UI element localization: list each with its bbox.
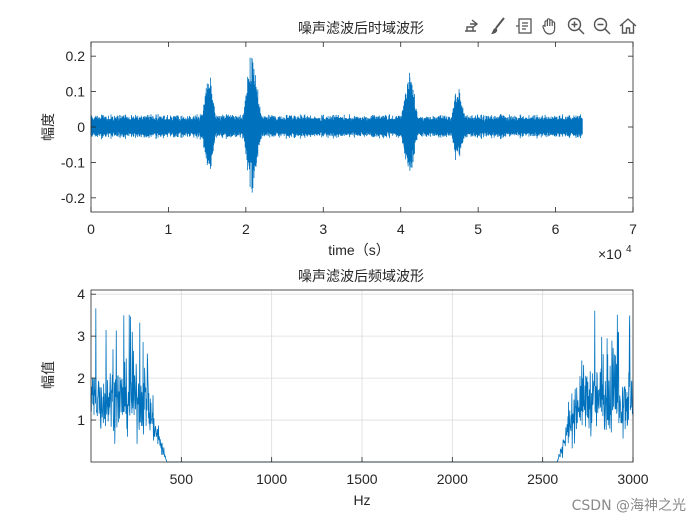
freq-plot-ylabel: 幅值: [41, 361, 57, 389]
x-tick-label: 6: [552, 221, 560, 237]
time-plot-title: 噪声滤波后时域波形: [298, 21, 424, 37]
freq-plot-title: 噪声滤波后频域波形: [298, 269, 424, 285]
time-plot-xlabel: time（s）: [328, 242, 389, 258]
zoom-out-button[interactable]: [590, 14, 614, 38]
datatip-button[interactable]: [512, 14, 536, 38]
frequency-domain-plot: 噪声滤波后频域波形 500 1000 1500 2000 2500 3000 1 2 3 4 幅值…: [41, 269, 649, 508]
time-domain-plot: 噪声滤波后时域波形 0 1 2 3 4 5 6 7 -0.2 -0.1 0 0.1 0.2 幅度 tim…: [41, 21, 637, 262]
y-tick-label: -0.2: [61, 190, 85, 206]
x-tick-label: 1000: [256, 471, 287, 487]
zoom-in-icon: [567, 17, 585, 35]
x-tick-label: 0: [87, 221, 95, 237]
home-button[interactable]: [616, 14, 640, 38]
x-tick-label: 3000: [617, 471, 648, 487]
x-tick-label: 4: [397, 221, 405, 237]
x-tick-label: 2000: [437, 471, 468, 487]
y-tick-label: 0: [77, 119, 85, 135]
x-exponent-label: ×10: [598, 246, 622, 262]
x-exponent-power: 4: [626, 244, 632, 255]
x-tick-label: 2: [242, 221, 250, 237]
time-series-line: [90, 57, 583, 193]
y-tick-label: -0.1: [61, 154, 85, 170]
brush-icon: [491, 17, 505, 34]
y-tick-label: 1: [77, 412, 85, 428]
y-tick-label: 2: [77, 370, 85, 386]
x-tick-label: 2500: [527, 471, 558, 487]
time-plot-ylabel: 幅度: [41, 113, 57, 141]
watermark: CSDN @海神之光: [571, 498, 686, 514]
pan-hand-icon: [542, 18, 556, 35]
zoom-in-button[interactable]: [564, 14, 588, 38]
y-tick-label: 3: [77, 328, 85, 344]
zoom-out-icon: [593, 17, 611, 35]
x-tick-label: 7: [629, 221, 637, 237]
figure-toolbar: [460, 14, 640, 40]
x-tick-label: 500: [170, 471, 194, 487]
export-icon: [465, 19, 479, 32]
y-tick-label: 0.2: [66, 48, 86, 64]
x-tick-label: 3: [319, 221, 327, 237]
brush-button[interactable]: [486, 14, 510, 38]
freq-plot-xlabel: Hz: [353, 492, 370, 508]
x-tick-label: 5: [474, 221, 482, 237]
home-icon: [619, 18, 637, 34]
x-tick-label: 1500: [346, 471, 377, 487]
pan-button[interactable]: [538, 14, 562, 38]
export-button[interactable]: [460, 14, 484, 38]
datatip-icon: [516, 18, 532, 34]
x-tick-label: 1: [165, 221, 173, 237]
y-tick-label: 0.1: [66, 84, 86, 100]
y-tick-label: 4: [77, 286, 85, 302]
